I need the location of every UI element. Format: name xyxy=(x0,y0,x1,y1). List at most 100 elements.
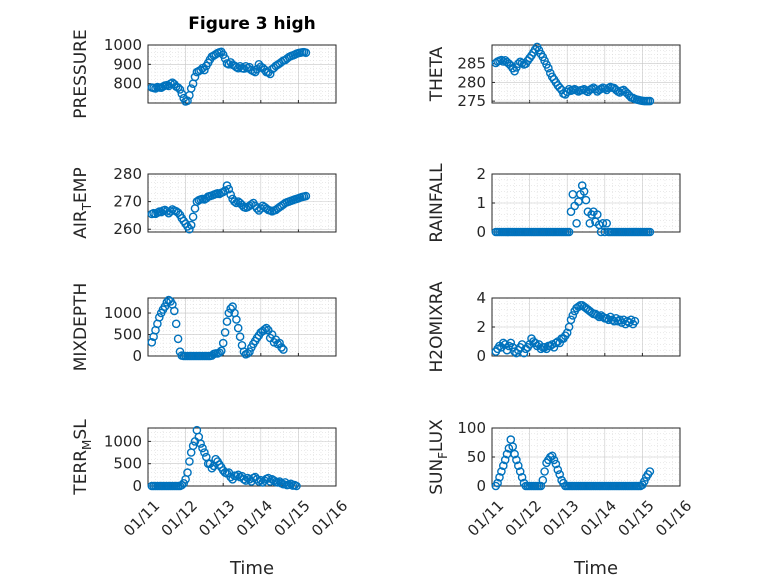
subplot-4: 0 1 2 RAINFALL xyxy=(427,163,681,243)
data-point xyxy=(538,475,548,485)
data-point xyxy=(230,197,239,206)
data-point xyxy=(147,337,157,347)
y-tick-label: 260 xyxy=(113,220,142,238)
data-point xyxy=(183,96,192,105)
y-tick-label: 0 xyxy=(476,223,486,241)
data-point xyxy=(292,481,301,491)
y-tick-label: 280 xyxy=(113,165,142,183)
data-point xyxy=(514,461,523,471)
data-point xyxy=(301,48,311,58)
data-point xyxy=(245,347,254,357)
data-point xyxy=(593,210,602,219)
data-point xyxy=(498,57,508,66)
data-point xyxy=(555,83,565,92)
data-point xyxy=(540,342,549,352)
data-point xyxy=(171,319,181,329)
y-tick-label: 1000 xyxy=(104,304,142,322)
subplot-7: 0 500 1000 TERRMSL 01/1101/1201/1301/1401/15… xyxy=(71,419,351,540)
data-point xyxy=(566,315,576,325)
data-point xyxy=(232,315,241,324)
data-point xyxy=(254,477,264,486)
y-tick-label: 0 xyxy=(476,347,486,365)
x-tick-label: 01/11 xyxy=(120,497,163,540)
axes-border xyxy=(491,297,681,357)
data-point xyxy=(566,207,576,216)
data-point xyxy=(233,323,243,333)
data-point xyxy=(186,84,196,93)
data-point xyxy=(224,308,234,318)
y-tick-label: 1000 xyxy=(104,432,142,450)
data-point xyxy=(585,218,595,228)
data-point xyxy=(640,477,649,486)
y-tick-label: 900 xyxy=(113,55,142,73)
axes-border xyxy=(147,427,337,487)
data-point xyxy=(551,338,561,348)
axes-border xyxy=(147,173,337,233)
y-tick-label: 0 xyxy=(132,347,142,365)
x-tick-label: 01/15 xyxy=(614,497,657,540)
y-axis-label: AIRTEMP xyxy=(71,167,94,238)
data-point xyxy=(200,65,209,75)
x-tick-label: 01/11 xyxy=(464,497,507,540)
data-point xyxy=(540,467,549,476)
data-point xyxy=(175,85,185,94)
y-axis-label: MIXDEPTH xyxy=(71,283,91,372)
y-tick-label: 0 xyxy=(132,477,142,495)
data-point xyxy=(185,224,194,234)
y-axis-label: PRESSURE xyxy=(71,29,91,118)
data-point xyxy=(506,338,516,348)
y-axis-label: THETA xyxy=(427,46,447,102)
data-point xyxy=(277,343,286,352)
x-tick-label: 01/13 xyxy=(195,497,238,540)
data-point xyxy=(508,442,518,451)
data-point xyxy=(510,449,519,459)
data-point xyxy=(232,198,241,208)
data-point xyxy=(177,480,187,490)
data-point xyxy=(630,316,640,326)
data-point xyxy=(207,463,217,473)
y-tick-label: 100 xyxy=(457,419,486,437)
x-axis-label-right: Time xyxy=(573,558,618,579)
data-point xyxy=(247,200,256,209)
data-point xyxy=(301,191,311,201)
data-point xyxy=(196,439,205,448)
data-point xyxy=(233,470,243,480)
data-point xyxy=(179,478,188,488)
data-point xyxy=(173,83,183,92)
axes-box xyxy=(491,44,681,104)
data-point xyxy=(577,181,587,190)
axes-border xyxy=(491,44,681,104)
data-point xyxy=(215,348,224,357)
x-tick-label: 01/14 xyxy=(233,497,276,540)
y-axis-label: RAINFALL xyxy=(427,163,447,243)
data-point xyxy=(262,323,271,333)
data-point xyxy=(196,65,205,75)
y-tick-label: 0 xyxy=(476,477,486,495)
data-point xyxy=(265,69,275,79)
data-point xyxy=(602,218,612,228)
x-tick-label: 01/15 xyxy=(270,497,313,540)
y-tick-label: 800 xyxy=(113,75,142,93)
y-tick-label: 275 xyxy=(457,92,486,110)
data-point xyxy=(536,481,546,491)
axes-border xyxy=(491,173,681,233)
data-point xyxy=(645,96,655,106)
x-tick-label: 01/16 xyxy=(308,497,351,540)
data-point xyxy=(243,349,252,358)
data-point xyxy=(151,84,160,93)
y-tick-label: 50 xyxy=(467,448,486,466)
data-point xyxy=(547,451,557,461)
y-axis-label: TERRMSL xyxy=(71,419,94,496)
axes-border xyxy=(147,44,337,104)
data-point xyxy=(613,316,623,326)
x-tick-label: 01/14 xyxy=(577,497,620,540)
data-point xyxy=(553,465,563,475)
data-point xyxy=(224,60,234,69)
data-point xyxy=(198,443,207,453)
data-point xyxy=(275,338,284,348)
x-axis-label-left: Time xyxy=(229,558,274,579)
data-point xyxy=(160,302,170,311)
data-point xyxy=(173,334,183,344)
y-tick-label: 280 xyxy=(457,73,486,91)
